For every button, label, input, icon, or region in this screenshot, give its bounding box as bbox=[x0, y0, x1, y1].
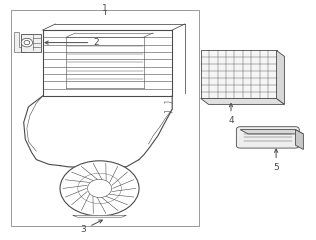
Text: 1: 1 bbox=[102, 4, 108, 13]
Polygon shape bbox=[276, 50, 284, 104]
Circle shape bbox=[21, 38, 33, 47]
Polygon shape bbox=[201, 98, 284, 104]
Circle shape bbox=[88, 179, 112, 198]
Bar bbox=[21, 34, 41, 52]
FancyBboxPatch shape bbox=[236, 127, 299, 148]
Polygon shape bbox=[295, 130, 303, 150]
Polygon shape bbox=[73, 215, 126, 217]
Text: 3: 3 bbox=[81, 220, 102, 234]
Text: 5: 5 bbox=[273, 149, 279, 172]
Text: 2: 2 bbox=[45, 38, 99, 47]
Polygon shape bbox=[240, 130, 303, 134]
Polygon shape bbox=[14, 32, 25, 52]
Bar bbox=[11, 10, 199, 226]
Text: 4: 4 bbox=[228, 103, 234, 125]
Circle shape bbox=[24, 40, 30, 45]
Ellipse shape bbox=[60, 161, 139, 216]
Bar bbox=[201, 50, 276, 98]
